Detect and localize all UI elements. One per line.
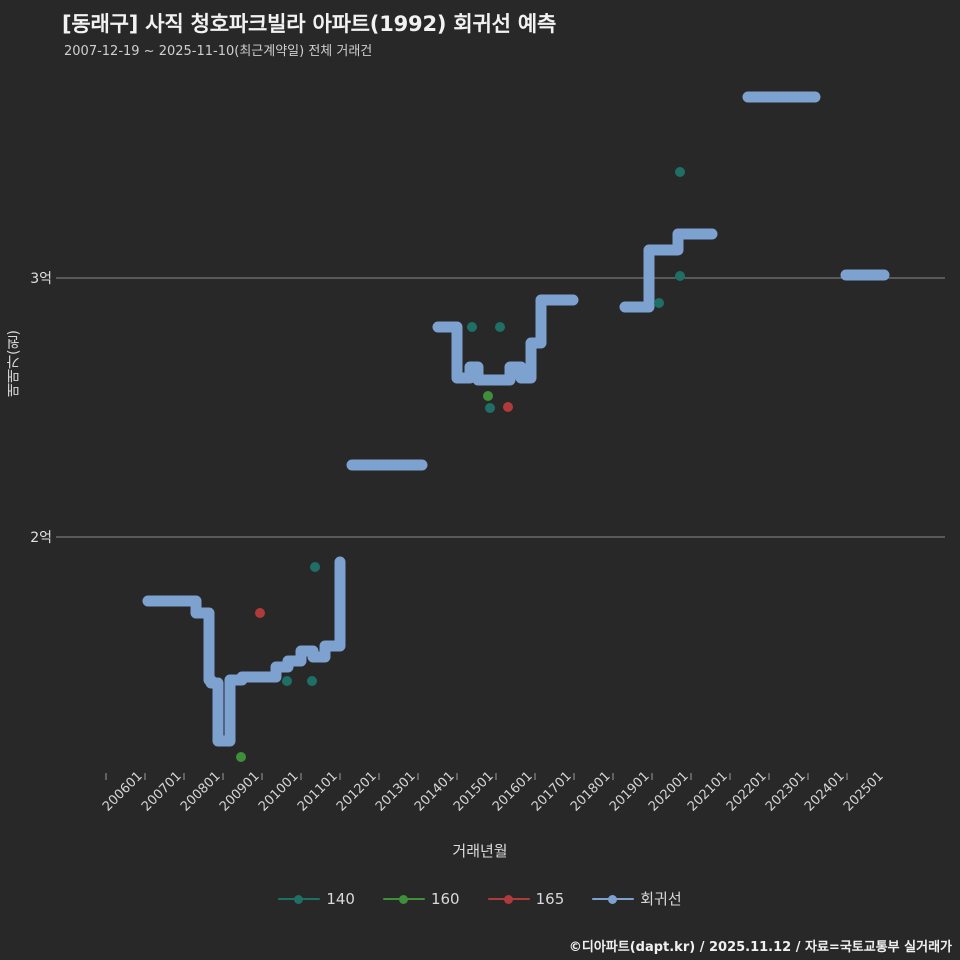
regression-segment-1 xyxy=(142,556,346,747)
legend-label-160: 160 xyxy=(430,889,460,908)
legend-marker-regression-icon xyxy=(592,893,635,905)
scatter-series-140 xyxy=(282,167,685,686)
scatter-series-165 xyxy=(255,402,513,618)
regression-segment-3 xyxy=(432,294,579,386)
legend-item-160[interactable]: 160 xyxy=(382,889,460,908)
gridlines xyxy=(56,277,945,538)
page-subtitle: 2007-12-19 ~ 2025-11-10(최근계약일) 전체 거래건 xyxy=(64,44,373,59)
legend-label-regression: 회귀선 xyxy=(640,890,682,908)
footer-credit: ©디아파트(dapt.kr) / 2025.11.12 / 자료=국토교통부 실… xyxy=(568,940,952,955)
legend-item-regression[interactable]: 회귀선 xyxy=(592,888,682,909)
legend-marker-165-icon xyxy=(487,893,530,905)
scatter-series-160 xyxy=(236,391,493,762)
chart-canvas xyxy=(56,91,945,780)
regression-segment-4 xyxy=(619,228,718,313)
legend-label-140: 140 xyxy=(326,889,355,908)
legend-marker-140-icon xyxy=(278,893,321,905)
legend-item-165[interactable]: 165 xyxy=(487,889,565,908)
legend-label-165: 165 xyxy=(535,889,565,908)
chart-legend: 140 160 165 회귀선 xyxy=(0,888,960,909)
x-tick-labels: 200601 200701 200801 200901 201001 20110… xyxy=(0,769,960,840)
y-tick-label-2eok: 2억 xyxy=(30,530,52,546)
legend-marker-160-icon xyxy=(382,893,425,905)
regression-line xyxy=(142,91,890,747)
legend-item-140[interactable]: 140 xyxy=(278,890,355,908)
x-axis-ticks xyxy=(105,773,848,780)
x-axis-label: 거래년월 xyxy=(452,842,508,860)
plot-area xyxy=(0,60,960,780)
page-title: [동래구] 사직 청호파크빌라 아파트(1992) 회귀선 예측 xyxy=(62,12,557,36)
y-tick-label-3eok: 3억 xyxy=(30,271,52,287)
